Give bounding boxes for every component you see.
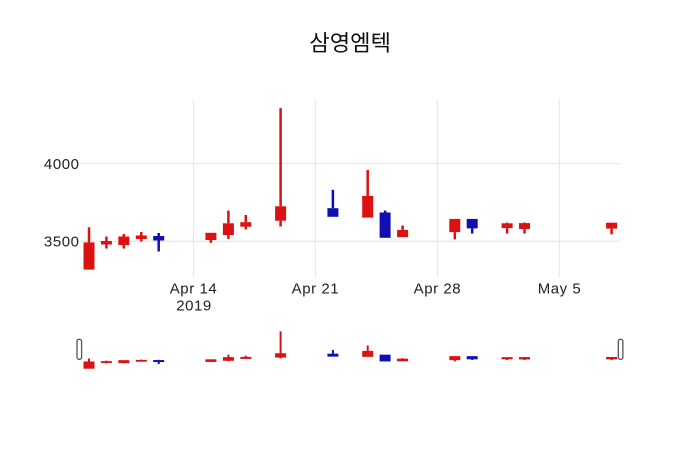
svg-text:May 5: May 5 (538, 281, 582, 298)
svg-text:3500: 3500 (44, 234, 80, 251)
svg-text:2019: 2019 (176, 298, 212, 315)
svg-text:4000: 4000 (44, 156, 80, 173)
svg-text:Apr 14: Apr 14 (170, 281, 218, 298)
svg-text:Apr 28: Apr 28 (414, 281, 462, 298)
svg-text:Apr 21: Apr 21 (292, 281, 340, 298)
